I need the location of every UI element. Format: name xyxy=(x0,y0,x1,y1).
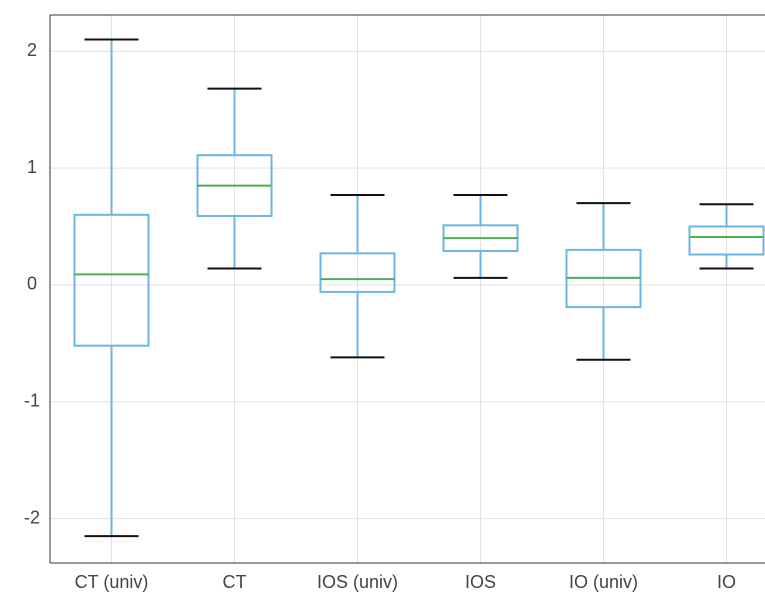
x-tick-label: IO xyxy=(717,572,736,592)
y-tick-label: 1 xyxy=(27,157,37,177)
x-tick-label: IO (univ) xyxy=(569,572,638,592)
x-tick-label: CT xyxy=(223,572,247,592)
box xyxy=(73,213,150,347)
x-tick-label: CT (univ) xyxy=(75,572,149,592)
y-tick-label: -1 xyxy=(24,391,40,411)
box xyxy=(319,252,396,293)
x-tick-label: IOS xyxy=(465,572,496,592)
y-tick-label: 0 xyxy=(27,274,37,294)
y-tick-label: 2 xyxy=(27,40,37,60)
x-tick-label: IOS (univ) xyxy=(317,572,398,592)
y-tick-label: -2 xyxy=(24,507,40,527)
box xyxy=(688,225,765,256)
